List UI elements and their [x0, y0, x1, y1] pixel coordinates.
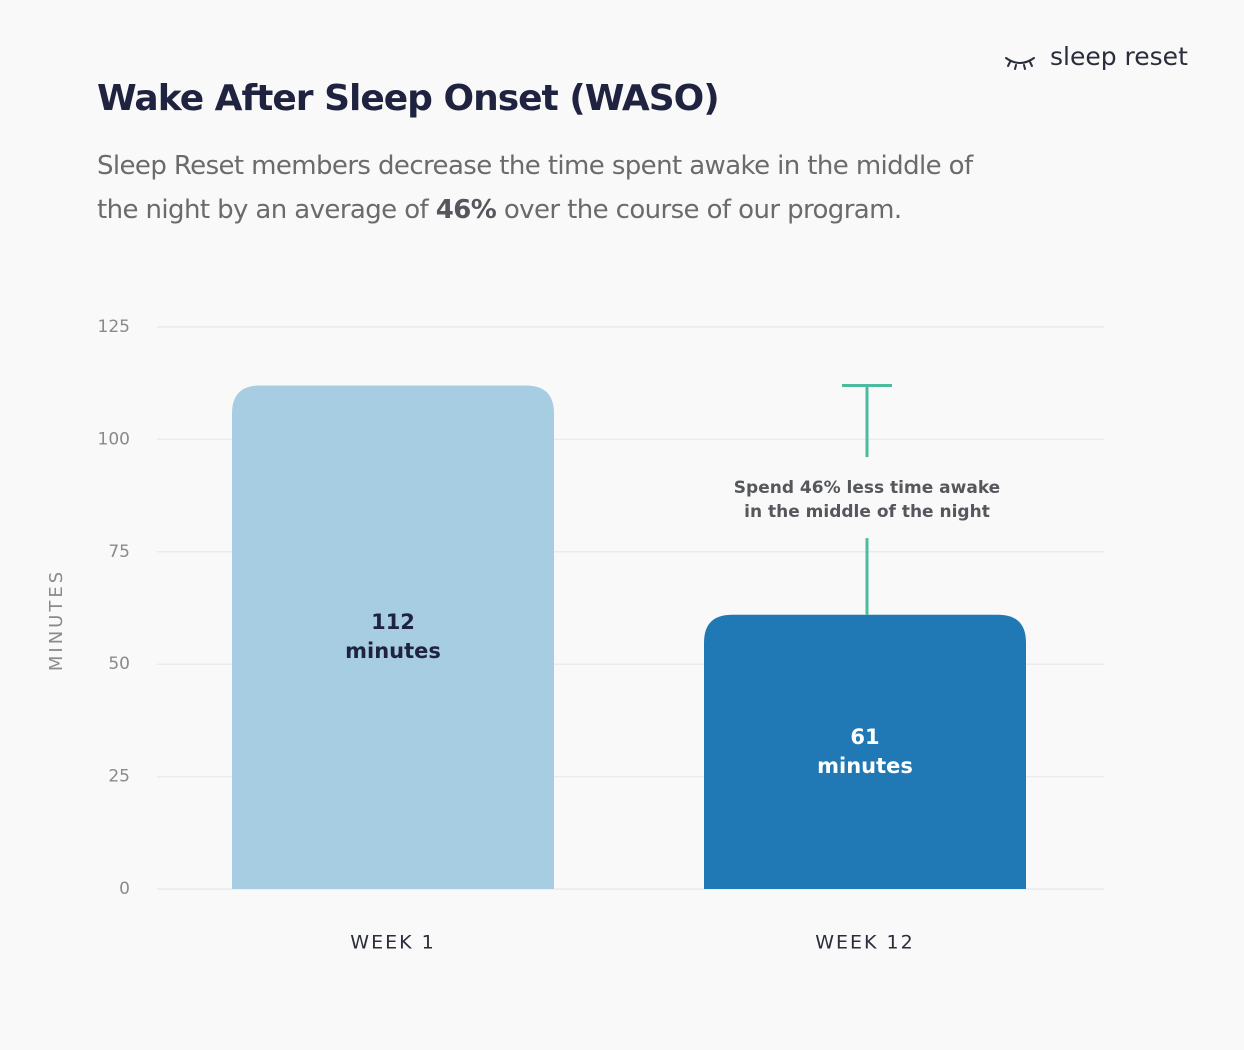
- data-label: 112 minutes: [345, 610, 441, 664]
- subtitle-highlight: 46%: [435, 195, 497, 225]
- logo-text: sleep reset: [1050, 42, 1188, 71]
- y-tick-label: 0: [119, 879, 130, 899]
- y-axis-label: MINUTES: [46, 569, 67, 671]
- subtitle-text: Sleep Reset members decrease the time sp…: [97, 151, 973, 225]
- y-tick-label: 100: [98, 429, 130, 449]
- bar: [232, 385, 554, 889]
- y-tick-label: 50: [108, 654, 130, 674]
- y-tick-label: 125: [98, 317, 130, 337]
- subtitle-text: over the course of our program.: [496, 195, 902, 225]
- x-tick-label: WEEK 1: [350, 932, 435, 954]
- logo-icon: [1005, 57, 1035, 70]
- bar: [704, 614, 1026, 889]
- y-tick-label: 25: [108, 767, 130, 787]
- chart-subtitle: Sleep Reset members decrease the time sp…: [97, 144, 977, 232]
- chart-title: Wake After Sleep Onset (WASO): [97, 78, 720, 119]
- y-tick-label: 75: [108, 542, 130, 562]
- x-tick-label: WEEK 12: [815, 932, 914, 954]
- annotation: Spend 46% less time awake in the middle …: [733, 478, 1001, 523]
- data-label: 61 minutes: [817, 724, 913, 778]
